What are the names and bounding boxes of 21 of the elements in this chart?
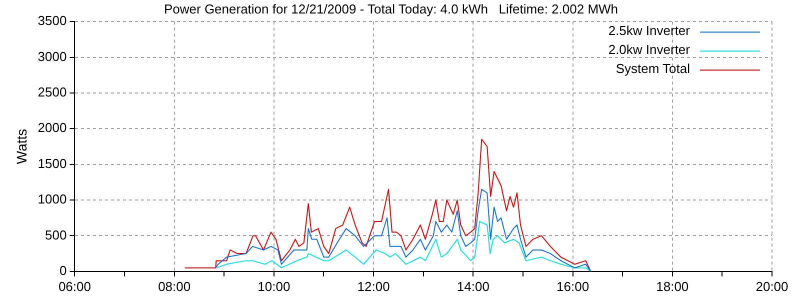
x-tick-label: 10:00 bbox=[258, 278, 290, 294]
legend-label: 2.5kw Inverter bbox=[608, 23, 691, 38]
y-tick-label: 2000 bbox=[38, 120, 67, 136]
x-tick-label: 18:00 bbox=[656, 278, 689, 294]
x-tick-label: 08:00 bbox=[158, 278, 191, 294]
x-tick-label: 06:00 bbox=[58, 278, 91, 294]
y-tick-label: 3500 bbox=[38, 13, 67, 28]
x-tick-label: 16:00 bbox=[556, 278, 590, 294]
y-tick-label: 2500 bbox=[38, 84, 67, 100]
y-tick-label: 0 bbox=[59, 262, 67, 278]
y-tick-label: 3000 bbox=[38, 48, 67, 64]
y-axis-title: Watts bbox=[13, 128, 30, 164]
legend-label: 2.0kw Inverter bbox=[608, 42, 691, 58]
x-tick-label: 20:00 bbox=[756, 278, 788, 294]
chart-title: Power Generation for 12/21/2009 - Total Today: 4.0 kWh Lifetime: 2.002 MWh bbox=[164, 1, 618, 16]
y-tick-label: 1500 bbox=[38, 156, 67, 171]
x-tick-label: 14:00 bbox=[456, 278, 490, 294]
x-tick-label: 12:00 bbox=[357, 278, 390, 294]
y-tick-label: 1000 bbox=[38, 192, 67, 207]
y-tick-label: 500 bbox=[45, 227, 67, 242]
legend-label: System Total bbox=[616, 61, 690, 76]
